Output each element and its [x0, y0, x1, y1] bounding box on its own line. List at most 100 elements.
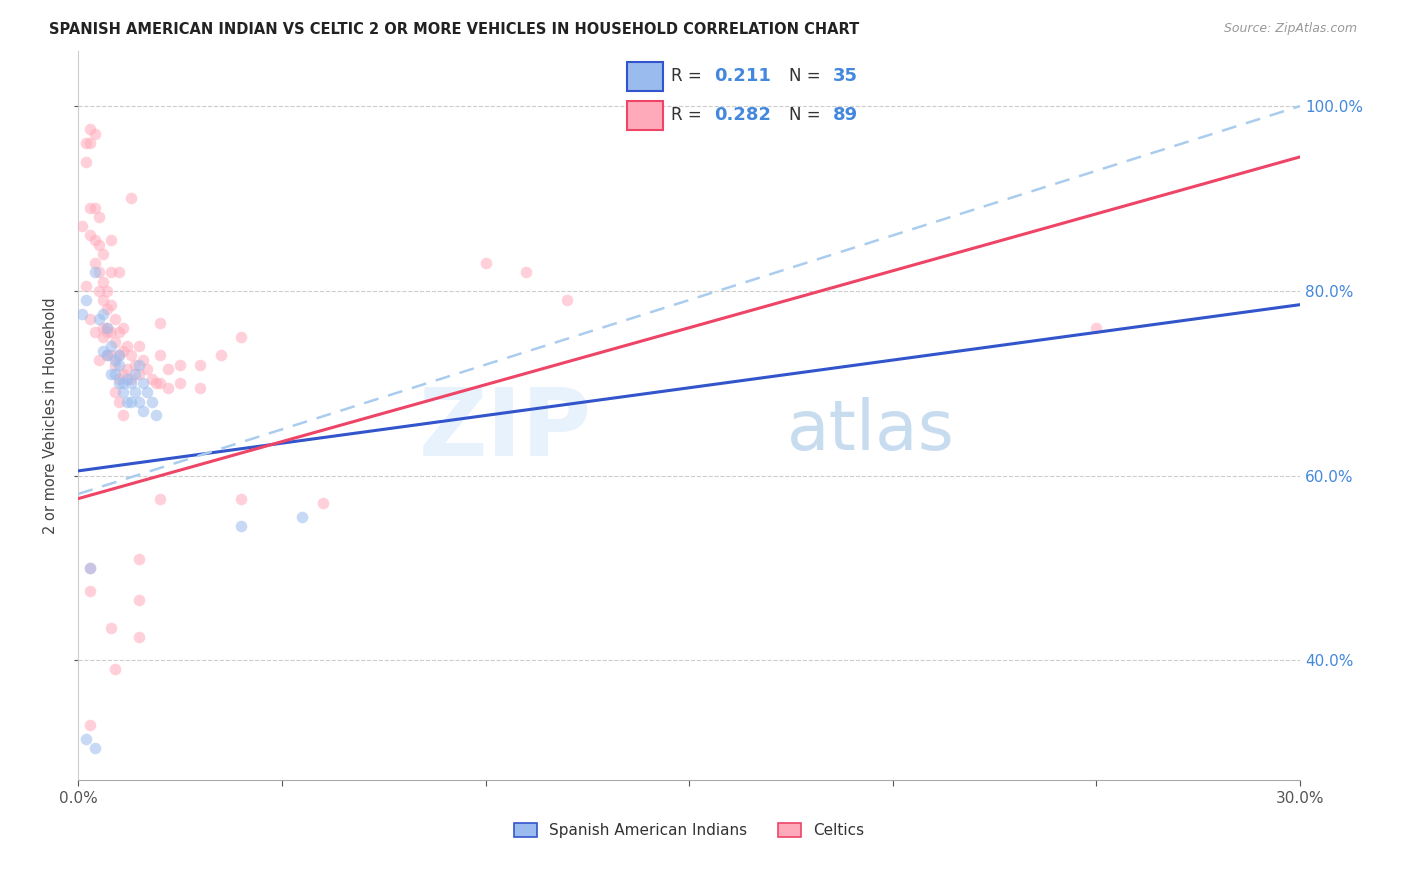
Point: [141, 394, 163, 409]
Point: [128, 339, 150, 353]
Point: [83, 233, 105, 247]
Point: [124, 385, 146, 400]
Point: [87, 237, 110, 252]
Point: [91, 343, 114, 358]
Point: [79, 561, 101, 575]
Point: [87, 210, 110, 224]
Point: [108, 371, 131, 385]
Text: N =: N =: [789, 68, 825, 86]
Point: [128, 358, 150, 372]
Point: [311, 496, 333, 510]
Point: [1085, 320, 1108, 334]
Point: [91, 320, 114, 334]
Point: [96, 302, 118, 317]
Point: [104, 353, 127, 368]
Point: [83, 256, 105, 270]
Point: [190, 358, 212, 372]
Point: [112, 367, 135, 381]
Legend: Spanish American Indians, Celtics: Spanish American Indians, Celtics: [506, 815, 872, 846]
Point: [104, 311, 127, 326]
Point: [100, 367, 122, 381]
Point: [72, 219, 94, 234]
Point: [149, 316, 172, 330]
Point: [145, 376, 167, 391]
Point: [190, 381, 212, 395]
Point: [75, 293, 97, 307]
Point: [96, 284, 118, 298]
Point: [104, 334, 127, 349]
Point: [145, 409, 167, 423]
Point: [96, 320, 118, 334]
Point: [75, 136, 97, 150]
Point: [108, 348, 131, 362]
Text: R =: R =: [671, 68, 707, 86]
Point: [91, 293, 114, 307]
Point: [120, 191, 142, 205]
Point: [124, 358, 146, 372]
Point: [128, 630, 150, 644]
Text: atlas: atlas: [787, 397, 955, 464]
Point: [128, 551, 150, 566]
Point: [141, 371, 163, 385]
Point: [120, 371, 142, 385]
Point: [156, 381, 179, 395]
Point: [108, 348, 131, 362]
Point: [115, 339, 138, 353]
Point: [128, 394, 150, 409]
Point: [136, 385, 159, 400]
Point: [128, 367, 150, 381]
Point: [132, 353, 155, 368]
Point: [108, 376, 131, 391]
Point: [149, 491, 172, 506]
Point: [91, 307, 114, 321]
Point: [100, 339, 122, 353]
Point: [100, 233, 122, 247]
Point: [515, 265, 537, 279]
Text: Source: ZipAtlas.com: Source: ZipAtlas.com: [1223, 22, 1357, 36]
Point: [96, 348, 118, 362]
Point: [87, 353, 110, 368]
Point: [132, 404, 155, 418]
Point: [112, 385, 135, 400]
Text: 35: 35: [832, 68, 858, 86]
Point: [108, 265, 131, 279]
Point: [104, 385, 127, 400]
Point: [120, 376, 142, 391]
Point: [75, 279, 97, 293]
Point: [474, 256, 496, 270]
Point: [87, 265, 110, 279]
Point: [79, 561, 101, 575]
Point: [112, 409, 135, 423]
Point: [79, 201, 101, 215]
Point: [108, 326, 131, 340]
Point: [120, 394, 142, 409]
Point: [120, 348, 142, 362]
Point: [79, 122, 101, 136]
Point: [156, 362, 179, 376]
Point: [79, 583, 101, 598]
Point: [83, 127, 105, 141]
Point: [104, 358, 127, 372]
Point: [231, 519, 253, 533]
Point: [100, 298, 122, 312]
Point: [91, 275, 114, 289]
Point: [79, 311, 101, 326]
Point: [169, 358, 191, 372]
Point: [75, 731, 97, 746]
FancyBboxPatch shape: [627, 62, 662, 91]
Text: ZIP: ZIP: [419, 384, 592, 476]
Point: [231, 491, 253, 506]
Point: [115, 362, 138, 376]
Text: 0.282: 0.282: [714, 106, 772, 124]
Point: [79, 228, 101, 243]
Point: [75, 154, 97, 169]
Point: [83, 265, 105, 279]
Point: [112, 343, 135, 358]
Point: [83, 201, 105, 215]
Point: [124, 367, 146, 381]
Point: [115, 394, 138, 409]
Point: [79, 718, 101, 732]
Point: [149, 376, 172, 391]
Point: [100, 326, 122, 340]
Text: SPANISH AMERICAN INDIAN VS CELTIC 2 OR MORE VEHICLES IN HOUSEHOLD CORRELATION CH: SPANISH AMERICAN INDIAN VS CELTIC 2 OR M…: [49, 22, 859, 37]
